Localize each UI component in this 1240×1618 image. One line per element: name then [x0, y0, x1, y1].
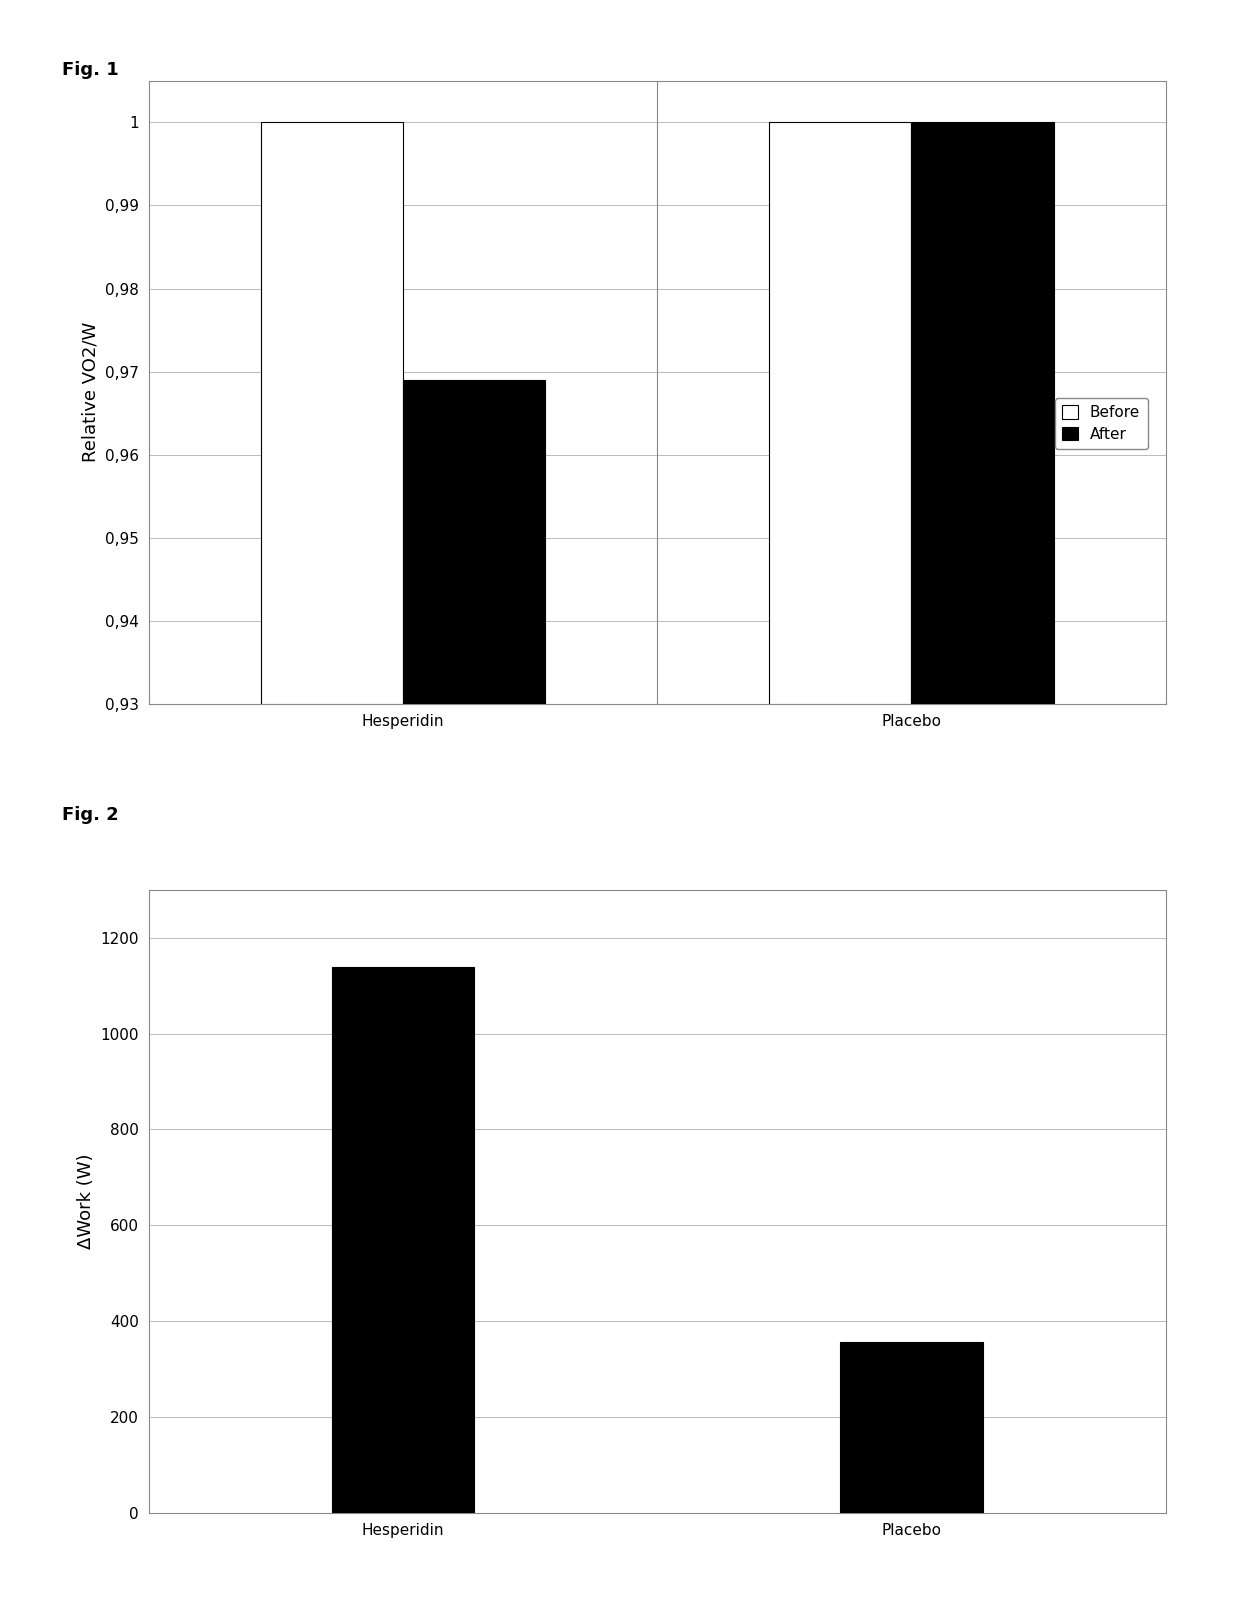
Bar: [403, 380, 546, 704]
Y-axis label: ΔWork (W): ΔWork (W): [77, 1154, 95, 1249]
Bar: [769, 123, 911, 704]
Legend: Before, After: Before, After: [1055, 398, 1148, 450]
Text: Fig. 1: Fig. 1: [62, 61, 119, 79]
Bar: [911, 123, 1054, 704]
Bar: [332, 966, 474, 1513]
Bar: [260, 123, 403, 704]
Bar: [841, 1341, 982, 1513]
Y-axis label: Relative VO2/W: Relative VO2/W: [82, 322, 99, 463]
Text: Fig. 2: Fig. 2: [62, 806, 119, 824]
